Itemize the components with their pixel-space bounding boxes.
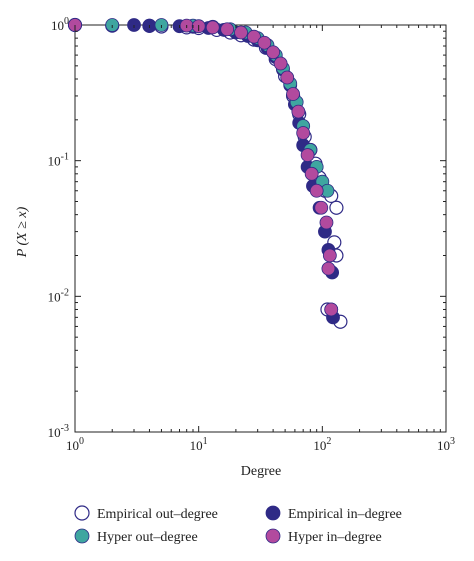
hyper-in-degree-point xyxy=(304,166,319,181)
legend-hyper-out-degree: Hyper out–degree xyxy=(74,528,198,545)
x-tick-label: 102 xyxy=(313,436,331,453)
hyper-in-degree-point xyxy=(273,56,288,71)
legend-empirical-out-degree: Empirical out–degree xyxy=(74,505,218,522)
legend-label: Hyper in–degree xyxy=(288,530,382,545)
plot-area-frame xyxy=(74,24,447,433)
legend-marker xyxy=(74,505,90,521)
legend-label: Empirical in–degree xyxy=(288,507,402,522)
legend-label: Empirical out–degree xyxy=(97,507,218,522)
empirical-out-degree-point xyxy=(329,200,344,215)
y-tick-label: 100 xyxy=(51,16,69,33)
y-tick-label: 10-3 xyxy=(48,423,69,440)
hyper-in-degree-point xyxy=(309,183,324,198)
y-tick-label: 10-2 xyxy=(48,287,69,304)
hyper-in-degree-point xyxy=(220,22,235,37)
legend-empirical-in-degree: Empirical in–degree xyxy=(265,505,402,522)
y-axis-label: P (X ≥ x) xyxy=(15,206,30,258)
hyper-in-degree-point xyxy=(205,20,220,35)
x-tick-label: 101 xyxy=(190,436,208,453)
hyper-in-degree-point xyxy=(300,148,315,162)
hyper-in-degree-point xyxy=(324,302,339,317)
hyper-in-degree-point xyxy=(296,126,311,140)
legend-hyper-in-degree: Hyper in–degree xyxy=(265,528,382,545)
legend-marker xyxy=(265,505,281,521)
legend-marker xyxy=(74,528,90,544)
hyper-in-degree-point xyxy=(319,215,334,230)
hyper-in-degree-point xyxy=(266,45,281,60)
hyper-in-degree-point xyxy=(321,261,336,276)
legend-label: Hyper out–degree xyxy=(97,530,198,545)
legend: Empirical out–degree Empirical in–degree H… xyxy=(74,505,402,545)
hyper-in-degree-point xyxy=(291,104,306,119)
legend-marker xyxy=(265,528,281,544)
x-tick-label: 103 xyxy=(437,436,455,453)
hyper-in-degree-point xyxy=(234,25,248,40)
hyper-in-degree-point xyxy=(314,200,329,215)
hyper-in-degree-point xyxy=(257,35,272,50)
y-tick-label: 10-1 xyxy=(48,152,69,169)
hyper-in-degree-point xyxy=(322,248,337,263)
hyper-in-degree-point xyxy=(286,87,300,101)
x-tick-label: 100 xyxy=(66,436,84,453)
hyper-in-degree-point xyxy=(247,29,261,44)
hyper-in-degree-point xyxy=(280,70,295,85)
x-axis-label: Degree xyxy=(241,464,281,479)
